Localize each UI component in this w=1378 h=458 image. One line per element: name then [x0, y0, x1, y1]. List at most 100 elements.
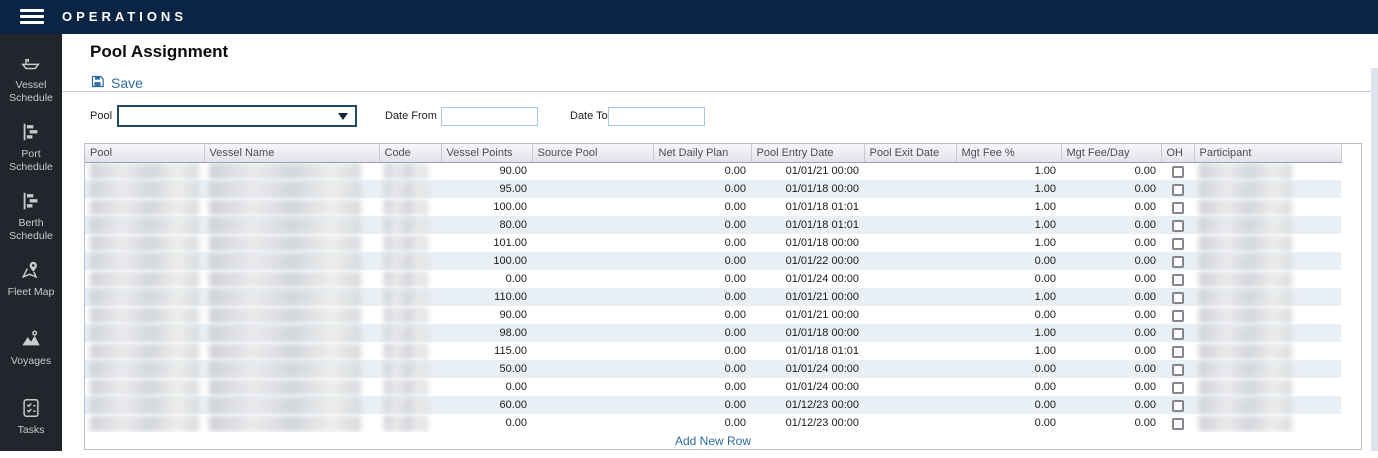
cell-vessel_name[interactable] [204, 252, 379, 270]
cell-pool_entry_date[interactable]: 01/01/22 00:00 [751, 252, 864, 270]
cell-pool_exit_date[interactable] [864, 342, 956, 360]
oh-checkbox[interactable] [1172, 418, 1184, 430]
column-header-net_daily_plan[interactable]: Net Daily Plan [653, 144, 751, 162]
cell-participant[interactable] [1194, 180, 1341, 198]
column-header-vessel_points[interactable]: Vessel Points [441, 144, 532, 162]
cell-code[interactable] [379, 360, 441, 378]
cell-source_pool[interactable] [532, 360, 653, 378]
cell-mgt_fee_pct[interactable]: 1.00 [956, 288, 1061, 306]
cell-mgt_fee_day[interactable]: 0.00 [1061, 360, 1161, 378]
oh-checkbox[interactable] [1172, 238, 1184, 250]
cell-mgt_fee_pct[interactable]: 0.00 [956, 378, 1061, 396]
cell-net_daily_plan[interactable]: 0.00 [653, 198, 751, 216]
cell-pool_entry_date[interactable]: 01/12/23 00:00 [751, 414, 864, 432]
cell-vessel_points[interactable]: 98.00 [441, 324, 532, 342]
cell-code[interactable] [379, 396, 441, 414]
cell-participant[interactable] [1194, 234, 1341, 252]
cell-source_pool[interactable] [532, 180, 653, 198]
cell-pool[interactable] [85, 378, 204, 396]
cell-mgt_fee_pct[interactable]: 0.00 [956, 270, 1061, 288]
column-header-pool_entry_date[interactable]: Pool Entry Date [751, 144, 864, 162]
cell-mgt_fee_day[interactable]: 0.00 [1061, 288, 1161, 306]
cell-pool_exit_date[interactable] [864, 198, 956, 216]
cell-net_daily_plan[interactable]: 0.00 [653, 252, 751, 270]
cell-participant[interactable] [1194, 360, 1341, 378]
oh-checkbox[interactable] [1172, 256, 1184, 268]
cell-code[interactable] [379, 252, 441, 270]
cell-vessel_points[interactable]: 0.00 [441, 378, 532, 396]
column-header-participant[interactable]: Participant [1194, 144, 1341, 162]
column-header-oh[interactable]: OH [1161, 144, 1194, 162]
cell-mgt_fee_day[interactable]: 0.00 [1061, 198, 1161, 216]
cell-mgt_fee_day[interactable]: 0.00 [1061, 162, 1161, 180]
add-new-row-link[interactable]: Add New Row [675, 434, 751, 448]
cell-vessel_name[interactable] [204, 306, 379, 324]
cell-pool[interactable] [85, 306, 204, 324]
hamburger-menu-icon[interactable] [20, 9, 44, 25]
cell-code[interactable] [379, 234, 441, 252]
cell-source_pool[interactable] [532, 306, 653, 324]
oh-checkbox[interactable] [1172, 382, 1184, 394]
cell-vessel_points[interactable]: 80.00 [441, 216, 532, 234]
cell-pool_exit_date[interactable] [864, 396, 956, 414]
cell-pool[interactable] [85, 342, 204, 360]
vertical-scrollbar[interactable] [1371, 68, 1378, 451]
cell-source_pool[interactable] [532, 198, 653, 216]
cell-participant[interactable] [1194, 414, 1341, 432]
oh-checkbox[interactable] [1172, 184, 1184, 196]
cell-mgt_fee_day[interactable]: 0.00 [1061, 234, 1161, 252]
cell-pool_entry_date[interactable]: 01/01/18 01:01 [751, 342, 864, 360]
cell-net_daily_plan[interactable]: 0.00 [653, 306, 751, 324]
cell-pool_exit_date[interactable] [864, 288, 956, 306]
cell-pool[interactable] [85, 198, 204, 216]
cell-source_pool[interactable] [532, 324, 653, 342]
sidebar-item-port-schedule[interactable]: Port Schedule [0, 113, 62, 182]
cell-code[interactable] [379, 414, 441, 432]
cell-vessel_points[interactable]: 100.00 [441, 252, 532, 270]
cell-pool[interactable] [85, 234, 204, 252]
cell-mgt_fee_pct[interactable]: 1.00 [956, 180, 1061, 198]
cell-mgt_fee_pct[interactable]: 0.00 [956, 360, 1061, 378]
sidebar-item-vessel-schedule[interactable]: Vessel Schedule [0, 44, 62, 113]
oh-checkbox[interactable] [1172, 292, 1184, 304]
cell-pool_exit_date[interactable] [864, 162, 956, 180]
cell-source_pool[interactable] [532, 288, 653, 306]
cell-pool_entry_date[interactable]: 01/01/21 00:00 [751, 288, 864, 306]
oh-checkbox[interactable] [1172, 400, 1184, 412]
column-header-pool_exit_date[interactable]: Pool Exit Date [864, 144, 956, 162]
date-from-input[interactable] [441, 107, 538, 126]
cell-net_daily_plan[interactable]: 0.00 [653, 216, 751, 234]
cell-participant[interactable] [1194, 288, 1341, 306]
cell-code[interactable] [379, 198, 441, 216]
cell-source_pool[interactable] [532, 252, 653, 270]
cell-vessel_name[interactable] [204, 396, 379, 414]
cell-mgt_fee_day[interactable]: 0.00 [1061, 414, 1161, 432]
cell-vessel_name[interactable] [204, 234, 379, 252]
oh-checkbox[interactable] [1172, 166, 1184, 178]
cell-pool[interactable] [85, 288, 204, 306]
cell-vessel_name[interactable] [204, 378, 379, 396]
save-button[interactable]: Save [90, 74, 143, 92]
cell-code[interactable] [379, 216, 441, 234]
cell-pool_exit_date[interactable] [864, 306, 956, 324]
column-header-mgt_fee_pct[interactable]: Mgt Fee % [956, 144, 1061, 162]
cell-pool_exit_date[interactable] [864, 252, 956, 270]
cell-vessel_points[interactable]: 101.00 [441, 234, 532, 252]
column-header-mgt_fee_day[interactable]: Mgt Fee/Day [1061, 144, 1161, 162]
cell-pool_entry_date[interactable]: 01/01/18 00:00 [751, 180, 864, 198]
cell-mgt_fee_day[interactable]: 0.00 [1061, 180, 1161, 198]
cell-vessel_name[interactable] [204, 414, 379, 432]
cell-mgt_fee_pct[interactable]: 1.00 [956, 324, 1061, 342]
cell-vessel_name[interactable] [204, 162, 379, 180]
date-to-input[interactable] [608, 107, 705, 126]
cell-pool[interactable] [85, 216, 204, 234]
cell-pool_exit_date[interactable] [864, 234, 956, 252]
cell-pool_entry_date[interactable]: 01/01/24 00:00 [751, 378, 864, 396]
cell-participant[interactable] [1194, 378, 1341, 396]
cell-vessel_points[interactable]: 115.00 [441, 342, 532, 360]
cell-source_pool[interactable] [532, 162, 653, 180]
cell-pool_exit_date[interactable] [864, 216, 956, 234]
cell-vessel_name[interactable] [204, 180, 379, 198]
cell-pool_exit_date[interactable] [864, 414, 956, 432]
cell-vessel_points[interactable]: 50.00 [441, 360, 532, 378]
